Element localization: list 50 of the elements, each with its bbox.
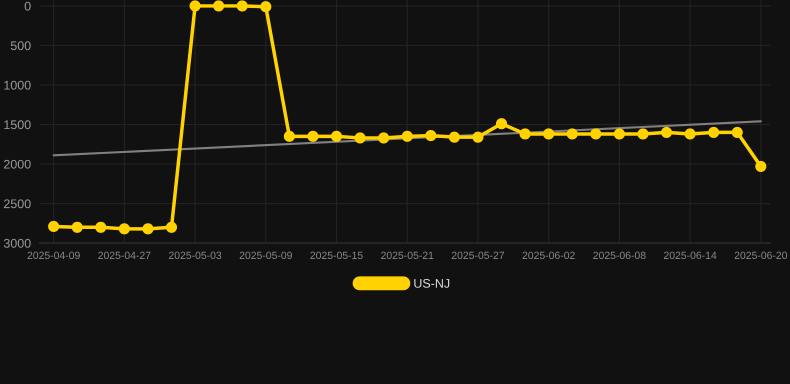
point	[472, 132, 484, 143]
point	[708, 126, 720, 138]
x-tick-label: 2025-06-02	[522, 252, 575, 260]
point	[614, 128, 625, 140]
point	[402, 130, 413, 142]
point	[213, 0, 224, 12]
x-tick-label: 2025-05-27	[452, 252, 504, 260]
point	[732, 126, 743, 138]
point	[260, 1, 272, 12]
point	[236, 0, 248, 12]
point	[448, 132, 460, 143]
point	[307, 130, 318, 142]
point	[378, 132, 390, 144]
x-tick-label: 2025-04-09	[28, 252, 80, 260]
point	[284, 130, 295, 142]
x-tick-label: 2025-05-03	[168, 252, 222, 260]
legend-label: US-NJ	[414, 278, 450, 288]
y-tick-label: 1500	[4, 120, 31, 130]
point	[684, 128, 696, 140]
point	[142, 223, 154, 234]
point	[637, 128, 649, 140]
point	[496, 118, 508, 130]
y-tick-label: 2000	[4, 160, 31, 169]
y-tick-label: 2500	[4, 199, 31, 208]
point	[190, 0, 201, 12]
point	[520, 128, 531, 140]
point	[755, 160, 766, 172]
x-tick-label: 2025-05-21	[381, 252, 434, 260]
x-tick-label: 2025-06-14	[664, 252, 716, 260]
point	[95, 222, 106, 233]
x-tick-label: 2025-05-15	[310, 252, 363, 260]
point	[566, 128, 578, 140]
point	[72, 222, 83, 233]
point	[166, 222, 178, 233]
x-tick-label: 2025-05-09	[240, 252, 292, 260]
y-tick-label: 500	[10, 41, 31, 50]
y-tick-label: 3000	[4, 238, 31, 248]
point	[118, 223, 130, 234]
point	[48, 220, 60, 232]
x-tick-label: 2025-06-20	[734, 252, 788, 260]
y-tick-label: 1000	[4, 80, 31, 90]
point	[425, 130, 436, 142]
x-tick-label: 2025-06-08	[593, 252, 646, 260]
point	[660, 126, 672, 138]
point	[543, 128, 554, 140]
y-tick-label: 0	[24, 2, 31, 11]
point	[354, 132, 366, 144]
point	[330, 130, 342, 142]
point	[590, 128, 602, 140]
x-tick-label: 2025-04-27	[98, 252, 150, 260]
